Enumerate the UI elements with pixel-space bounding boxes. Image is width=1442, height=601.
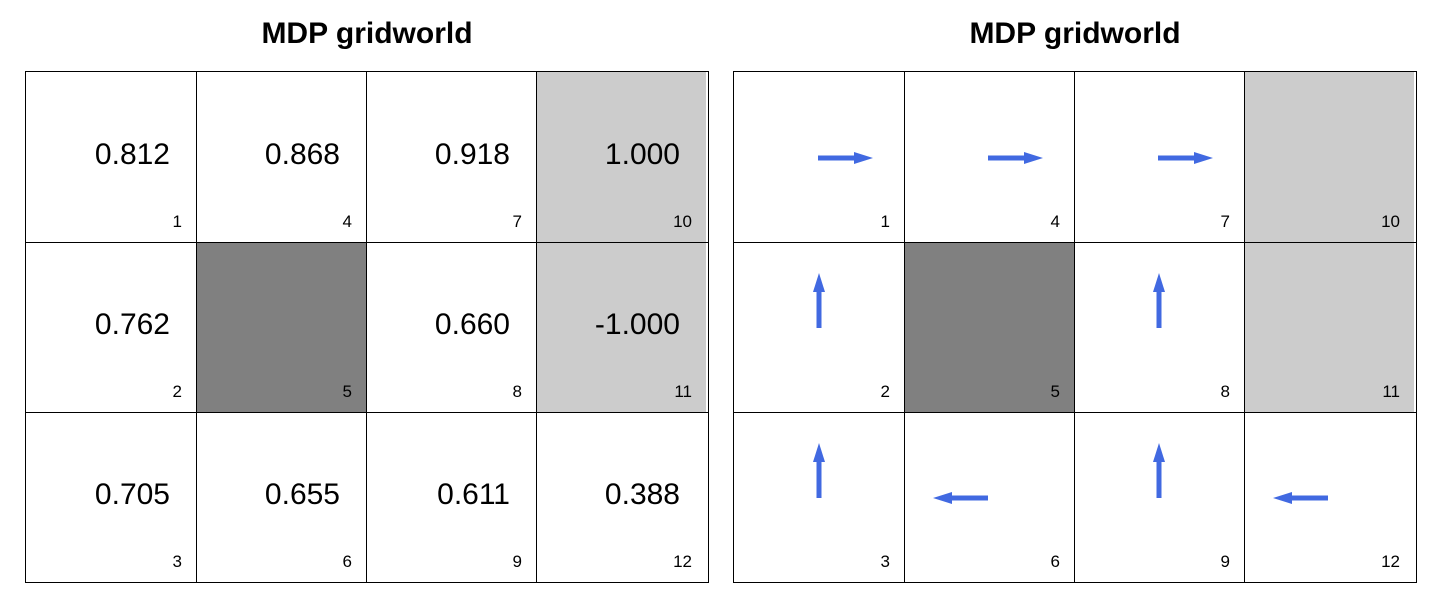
value-cell-4: 0.868 4 — [196, 72, 366, 242]
value-cell-12: 0.388 12 — [536, 412, 706, 582]
grid-line — [734, 412, 1416, 413]
arrow-right-icon — [988, 152, 1043, 164]
state-id: 8 — [1220, 382, 1230, 401]
policy-cell-7: 7 — [1074, 72, 1244, 242]
value-cell-2: 0.762 2 — [26, 242, 196, 412]
state-value: 0.388 — [604, 478, 680, 511]
state-id: 7 — [512, 212, 522, 231]
state-value: 0.611 — [437, 478, 510, 511]
policy-cell-2: 2 — [734, 242, 904, 412]
policy-cell-10: 10 — [1244, 72, 1414, 242]
policy-cell-6: 6 — [904, 412, 1074, 582]
value-cell-9: 0.611 9 — [366, 412, 536, 582]
state-value: -1.000 — [594, 308, 680, 341]
state-value: 0.918 — [434, 138, 510, 171]
state-id: 1 — [172, 212, 182, 231]
state-id: 10 — [673, 212, 692, 231]
state-value: 0.655 — [264, 478, 340, 511]
arrow-up-icon — [813, 443, 825, 498]
state-value: 0.812 — [94, 138, 170, 171]
state-value: 0.660 — [434, 308, 510, 341]
value-grid: 0.812 1 0.762 2 0.705 3 0.868 4 5 0.655 6 0.918 7 0.6… — [25, 71, 709, 583]
grid-line — [366, 72, 367, 582]
arrow-right-icon — [818, 152, 873, 164]
policy-cell-5: 5 — [904, 242, 1074, 412]
state-id: 1 — [880, 212, 890, 231]
state-id: 3 — [880, 552, 890, 571]
grid-line — [536, 72, 537, 582]
state-id: 5 — [342, 382, 352, 401]
value-cell-7: 0.918 7 — [366, 72, 536, 242]
state-id: 12 — [1381, 552, 1400, 571]
arrow-right-icon — [1158, 152, 1213, 164]
state-id: 4 — [1050, 212, 1060, 231]
policy-grid: 1 2 3 4 5 6 7 8 9 10 11 12 — [733, 71, 1417, 583]
policy-cell-12: 12 — [1244, 412, 1414, 582]
value-cell-11: -1.000 11 — [536, 242, 706, 412]
state-value: 0.705 — [94, 478, 170, 511]
state-id: 4 — [342, 212, 352, 231]
grid-line — [1074, 72, 1075, 582]
state-id: 10 — [1381, 212, 1400, 231]
state-value: 0.762 — [94, 308, 170, 341]
arrow-up-icon — [813, 273, 825, 328]
state-id: 6 — [342, 552, 352, 571]
state-id: 11 — [1382, 382, 1400, 401]
policy-cell-8: 8 — [1074, 242, 1244, 412]
state-id: 6 — [1050, 552, 1060, 571]
state-id: 2 — [172, 382, 182, 401]
state-id: 2 — [880, 382, 890, 401]
value-cell-6: 0.655 6 — [196, 412, 366, 582]
arrow-up-icon — [1153, 273, 1165, 328]
grid-line — [1244, 72, 1245, 582]
state-value: 0.868 — [264, 138, 340, 171]
state-id: 9 — [1220, 552, 1230, 571]
value-cell-5: 5 — [196, 242, 366, 412]
arrow-left-icon — [933, 492, 988, 504]
state-id: 8 — [512, 382, 522, 401]
grid-line — [26, 412, 708, 413]
arrow-up-icon — [1153, 443, 1165, 498]
policy-cell-3: 3 — [734, 412, 904, 582]
state-id: 7 — [1220, 212, 1230, 231]
grid-line — [26, 242, 708, 243]
policy-cell-9: 9 — [1074, 412, 1244, 582]
policy-cell-11: 11 — [1244, 242, 1414, 412]
state-id: 11 — [674, 382, 692, 401]
state-id: 5 — [1050, 382, 1060, 401]
grid-line — [196, 72, 197, 582]
value-cell-8: 0.660 8 — [366, 242, 536, 412]
policy-cell-4: 4 — [904, 72, 1074, 242]
policy-cell-1: 1 — [734, 72, 904, 242]
state-id: 12 — [673, 552, 692, 571]
arrow-left-icon — [1273, 492, 1328, 504]
grid-line — [904, 72, 905, 582]
value-cell-1: 0.812 1 — [26, 72, 196, 242]
value-cell-3: 0.705 3 — [26, 412, 196, 582]
values-panel-title: MDP gridworld — [261, 17, 473, 50]
policy-panel-title: MDP gridworld — [969, 17, 1181, 50]
state-id: 3 — [172, 552, 182, 571]
state-id: 9 — [512, 552, 522, 571]
value-cell-10: 1.000 10 — [536, 72, 706, 242]
grid-line — [734, 242, 1416, 243]
state-value: 1.000 — [604, 138, 680, 171]
